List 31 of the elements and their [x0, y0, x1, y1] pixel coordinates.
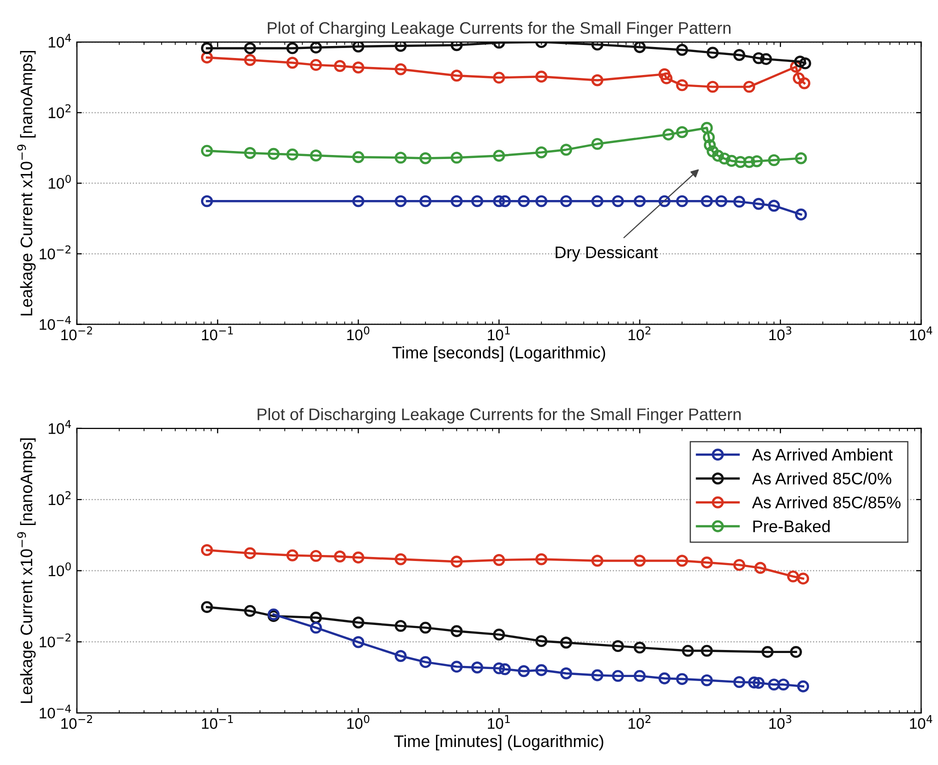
legend-label: Pre-Baked: [753, 520, 830, 532]
x-tick-label: 10$^{3}$: [769, 715, 792, 729]
x-axis-title: Time [minutes] (Logarithmic): [394, 734, 604, 750]
y-tick-label: 10$^{4}$: [48, 420, 71, 434]
x-tick-label: 10$^{2}$: [628, 326, 650, 340]
y-tick-label: 10$^{4}$: [48, 34, 71, 48]
x-tick-label: 10$^{3}$: [769, 326, 792, 340]
x-tick-label: 10$^{0}$: [347, 715, 370, 729]
y-tick-label: 10$^{−2}$: [40, 245, 70, 260]
x-tick-label: 10$^{1}$: [488, 715, 510, 729]
x-tick-label: 10$^{1}$: [488, 326, 510, 340]
y-tick-label: 10$^{0}$: [48, 562, 71, 576]
legend-label: As Arrived 85C/0%: [752, 472, 892, 485]
chart-title: Plot of Discharging Leakage Currents for the Small Finger Pattern: [258, 408, 741, 424]
chart-title: Plot of Charging Leakage Currents for the Small Finger Pattern: [268, 22, 730, 38]
x-tick-label: 10$^{0}$: [347, 326, 370, 340]
y-tick-label: 10$^{−2}$: [40, 633, 70, 648]
y-axis-title: Leakage Current x10$^{−9}$ [nanoAmps]: [17, 438, 36, 703]
x-tick-label: 10$^{−1}$: [202, 715, 233, 729]
x-axis-title: Time [seconds] (Logarithmic): [392, 346, 606, 362]
y-tick-label: 10$^{2}$: [48, 491, 70, 506]
legend-label: As Arrived Ambient: [752, 448, 893, 461]
y-tick-label: 10$^{2}$: [48, 104, 70, 118]
x-tick-label: 10$^{4}$: [910, 715, 932, 729]
y-tick-label: 10$^{0}$: [48, 174, 71, 189]
x-tick-label: 10$^{2}$: [628, 715, 650, 729]
annotation: Dry Dessicant: [556, 246, 658, 262]
legend-label: As Arrived 85C/85%: [752, 496, 901, 508]
x-tick-label: 10$^{4}$: [910, 326, 932, 340]
x-tick-label: 10$^{−1}$: [202, 326, 233, 340]
y-axis-title: Leakage Current x10$^{−9}$ [nanoAmps]: [17, 50, 36, 316]
